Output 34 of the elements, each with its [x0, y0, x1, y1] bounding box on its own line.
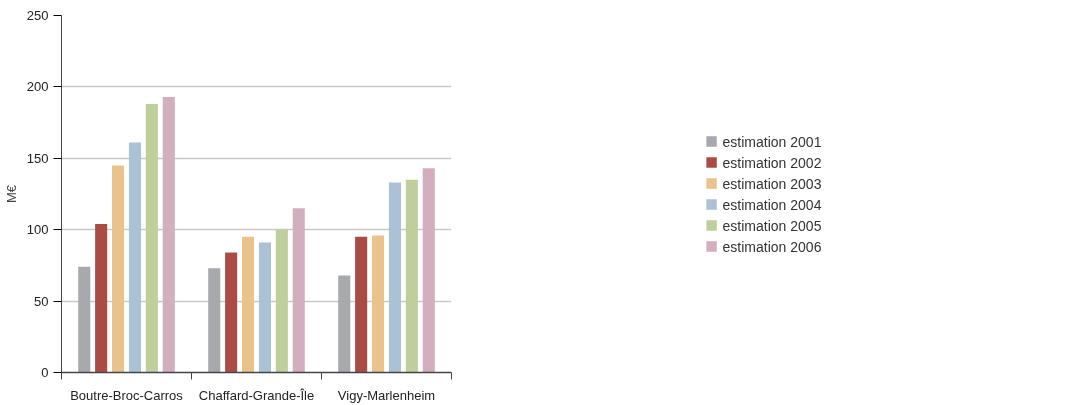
y-tick-label: 50 [34, 293, 49, 309]
legend-label: estimation 2002 [722, 154, 822, 170]
y-tick-label: 0 [41, 365, 49, 380]
y-tick-label: 250 [26, 8, 49, 23]
x-tick-label: Boutre-Broc-Carros [70, 387, 184, 403]
legend-label: estimation 2005 [722, 217, 822, 233]
legend-label: estimation 2003 [722, 175, 822, 191]
legend-label: estimation 2004 [722, 196, 822, 212]
bar [388, 182, 401, 373]
bar [258, 242, 271, 373]
bar [208, 268, 221, 373]
bar [242, 236, 255, 373]
bar [338, 275, 351, 373]
bar [162, 96, 175, 373]
bar [405, 179, 418, 373]
bar [292, 208, 305, 373]
bar [145, 104, 158, 373]
y-tick-label: 200 [26, 79, 49, 95]
y-axis-title: M€ [3, 184, 19, 204]
y-tick-label: 100 [26, 222, 49, 238]
bar [128, 142, 141, 373]
bar [275, 229, 288, 373]
bar [372, 235, 385, 373]
bar [112, 165, 125, 373]
bar [78, 266, 91, 373]
bar [422, 168, 435, 373]
bar [95, 223, 108, 373]
x-tick-label: Vigy-Marlenheim [337, 387, 436, 403]
legend-label: estimation 2001 [722, 133, 822, 149]
bar [355, 236, 368, 373]
x-tick-label: Chaffard-Grande-Île [198, 387, 315, 403]
legend-label: estimation 2006 [722, 238, 822, 254]
bar [225, 252, 238, 373]
y-tick-label: 150 [26, 150, 49, 166]
